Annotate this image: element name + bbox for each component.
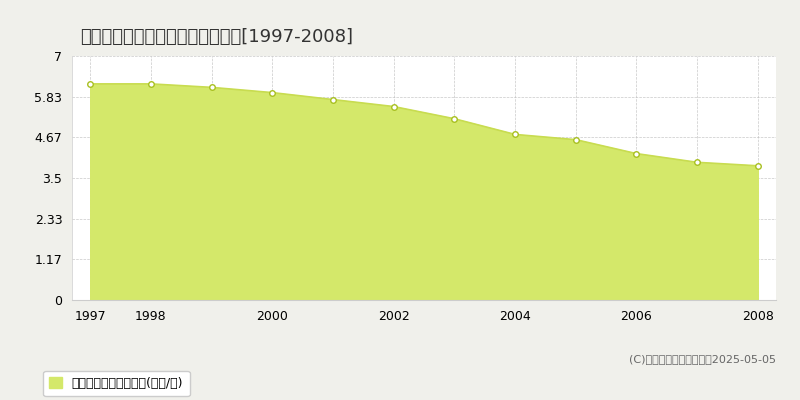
Point (266, 90, 278, 96)
Text: (C)土地価格ドットコム　2025-05-05: (C)土地価格ドットコム 2025-05-05 (629, 354, 776, 364)
Point (387, 103, 400, 110)
Point (509, 131, 522, 138)
Point (690, 159, 703, 166)
Point (326, 96, 339, 103)
Point (448, 116, 461, 122)
Point (84, 81, 97, 87)
Text: 伊達郡桑折町成田　基準地価推移[1997-2008]: 伊達郡桑折町成田 基準地価推移[1997-2008] (80, 28, 353, 46)
Point (630, 150, 643, 157)
Point (751, 162, 764, 169)
Legend: 基準地価　平均坪単価(万円/坪): 基準地価 平均坪単価(万円/坪) (43, 371, 190, 396)
Point (205, 84, 218, 90)
Point (570, 136, 582, 143)
Point (145, 81, 158, 87)
